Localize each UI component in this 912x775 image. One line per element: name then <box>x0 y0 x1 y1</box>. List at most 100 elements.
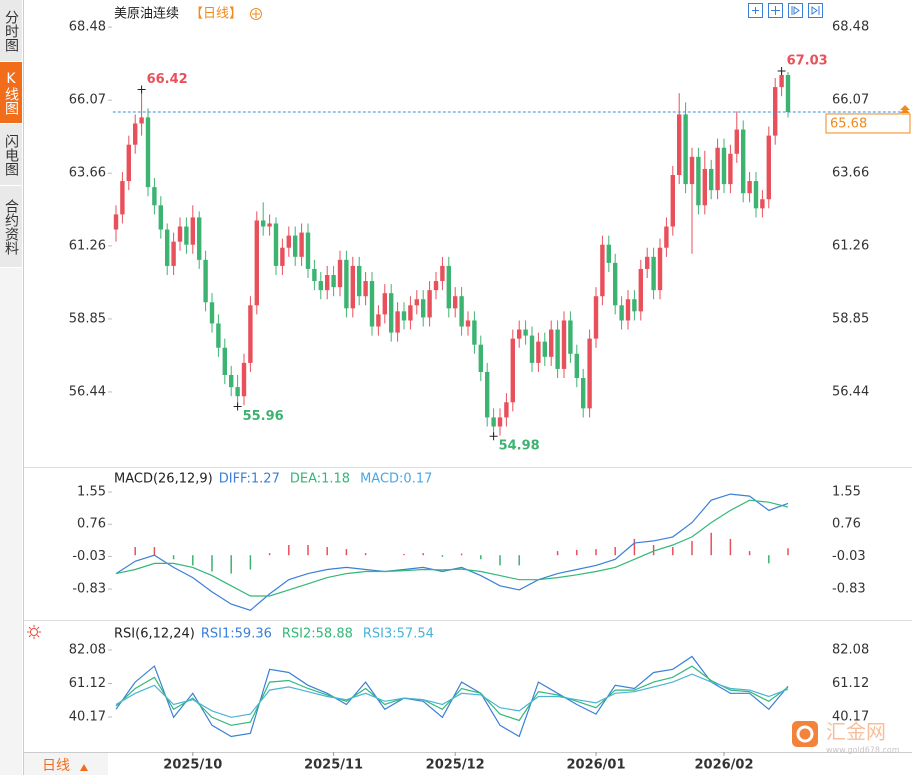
add-icon[interactable] <box>250 8 262 20</box>
candle-body <box>683 114 688 185</box>
candle-body <box>465 320 471 327</box>
candle-body <box>670 175 675 227</box>
candle-body <box>651 256 656 291</box>
candle-body <box>165 229 170 266</box>
legend-entry: DIFF:1.27 <box>219 472 280 487</box>
period-button-arrow <box>80 764 88 771</box>
candle-body <box>549 329 554 357</box>
candle-body <box>286 235 291 248</box>
y-tick-label-right: 0.76 <box>832 517 861 532</box>
extreme-cross <box>777 67 786 76</box>
indicator-line <box>115 665 789 726</box>
y-tick-label-left: 0.76 <box>77 517 106 532</box>
rsi-settings-icon[interactable] <box>27 625 41 639</box>
candle-body <box>357 265 362 297</box>
tool-button[interactable] <box>748 3 763 18</box>
tab-contract[interactable]: 合约资料 <box>0 186 22 268</box>
macd-bar <box>614 547 616 556</box>
watermark-url: www.gold678.com <box>826 746 900 755</box>
legend-entry: RSI1:59.36 <box>201 627 272 642</box>
extreme-cross <box>137 85 146 94</box>
candle-body <box>625 299 631 321</box>
candle-body <box>632 299 637 312</box>
macd-bar <box>499 555 501 566</box>
candle-body <box>261 220 266 227</box>
candle-body <box>280 247 285 266</box>
last-price-arrow <box>900 104 910 113</box>
candle-body <box>203 259 208 303</box>
y-tick-label-left: 68.48 <box>69 20 106 35</box>
candle-body <box>581 378 586 409</box>
candle-body <box>619 305 624 321</box>
x-tick-label: 2026/01 <box>566 758 625 773</box>
candle-body <box>606 244 611 263</box>
candle-body <box>248 305 253 363</box>
y-tick-label-right: 1.55 <box>832 485 861 500</box>
candle-body <box>459 296 464 327</box>
candle-body <box>696 156 701 206</box>
candle-body <box>702 168 707 206</box>
extreme-cross <box>489 432 498 441</box>
candle-body <box>555 329 560 369</box>
candle-body <box>600 244 605 297</box>
candle-body <box>325 275 330 291</box>
candle-body <box>779 75 784 88</box>
macd-bar <box>441 555 444 557</box>
macd-bar <box>230 555 232 574</box>
candle-body <box>504 402 509 418</box>
candle-body <box>747 181 752 194</box>
candle-body <box>209 302 215 324</box>
x-tick-label: 2025/10 <box>163 758 222 773</box>
y-tick-label-left: 66.07 <box>69 93 106 108</box>
candle-body <box>337 259 343 288</box>
macd-bar <box>345 549 348 556</box>
macd-bar <box>460 553 463 556</box>
candle-body <box>197 217 202 260</box>
candle-body <box>293 235 298 257</box>
macd-bar <box>249 555 252 570</box>
period-button[interactable]: 日线 <box>42 758 70 774</box>
candle-body <box>721 147 727 185</box>
candle-body <box>766 135 771 200</box>
candle-body <box>427 290 432 318</box>
extreme-label: 67.03 <box>787 54 828 69</box>
candle-body <box>613 262 618 306</box>
macd-bar <box>787 548 789 556</box>
tool-button[interactable] <box>788 3 803 18</box>
candle-body <box>485 371 490 418</box>
candle-body <box>299 232 304 257</box>
candle-body <box>171 241 176 266</box>
candle-body <box>350 265 355 309</box>
candle-body <box>376 314 381 327</box>
tool-glyph <box>811 6 820 15</box>
y-tick-label-left: 1.55 <box>77 485 106 500</box>
macd-bar <box>672 547 674 556</box>
indicator-line <box>115 493 789 611</box>
y-tick-label-left: 56.44 <box>69 384 106 399</box>
tool-button[interactable] <box>768 3 783 18</box>
macd-bar <box>326 547 328 556</box>
macd-bar <box>211 555 213 572</box>
macd-bar <box>364 553 367 556</box>
macd-bar <box>633 538 636 556</box>
candle-body <box>478 344 483 372</box>
candle-body <box>446 265 451 309</box>
last-price-label: 65.68 <box>830 116 867 131</box>
tab-minute[interactable]: 分时图 <box>0 0 22 62</box>
y-tick-label-left: -0.03 <box>72 549 106 564</box>
candle-body <box>734 129 739 154</box>
candle-body <box>177 226 183 242</box>
y-tick-label-left: -0.83 <box>72 582 106 597</box>
tool-button[interactable] <box>808 3 823 18</box>
macd-bar <box>480 555 482 560</box>
candle-body <box>433 281 439 291</box>
candle-body <box>709 168 714 191</box>
candle-body <box>574 353 579 379</box>
tab-kline[interactable]: K线图 <box>0 62 22 124</box>
chart-title: 美原油连续 <box>114 6 179 22</box>
candle-body <box>753 181 759 209</box>
macd-bar <box>268 553 271 556</box>
tab-flash[interactable]: 闪电图 <box>0 124 22 186</box>
candle-body <box>305 232 311 269</box>
